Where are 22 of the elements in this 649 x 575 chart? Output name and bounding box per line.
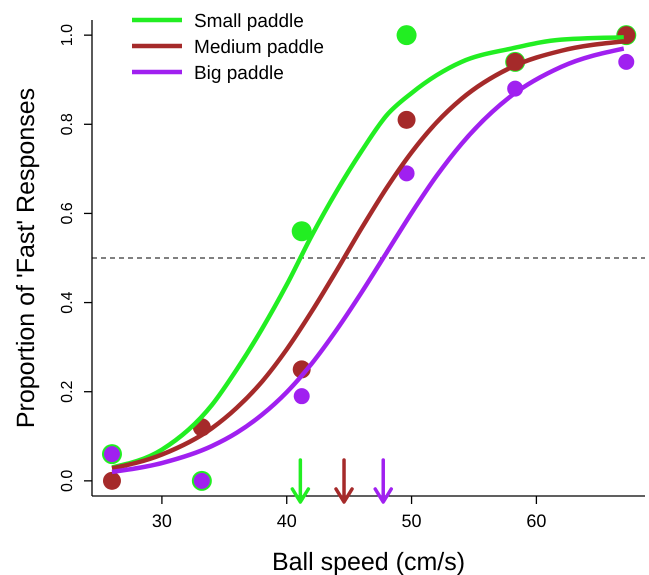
- point: [292, 221, 312, 242]
- point: [398, 110, 416, 129]
- y-tick-label: 0.0: [59, 470, 76, 492]
- y-tick-label: 1.0: [59, 24, 76, 46]
- y-tick-label: 0.6: [59, 202, 76, 225]
- legend-label: Small paddle: [194, 11, 304, 32]
- x-tick-label: 30: [152, 510, 172, 531]
- point: [618, 54, 634, 70]
- y-tick-label: 0.8: [59, 113, 76, 136]
- y-tick-label: 0.4: [59, 291, 76, 314]
- legend-label: Big paddle: [194, 63, 284, 84]
- legend-label: Medium paddle: [194, 37, 324, 58]
- y-axis-title: Proportion of 'Fast' Responses: [12, 88, 40, 428]
- x-tick-label: 60: [526, 510, 546, 531]
- x-tick-label: 40: [276, 510, 297, 531]
- point: [398, 165, 415, 182]
- x-axis-title: Ball speed (cm/s): [272, 548, 466, 575]
- x-tick-label: 50: [402, 510, 422, 531]
- y-tick-label: 0.2: [59, 380, 76, 403]
- point: [102, 472, 121, 490]
- point: [294, 388, 310, 404]
- point: [396, 25, 417, 46]
